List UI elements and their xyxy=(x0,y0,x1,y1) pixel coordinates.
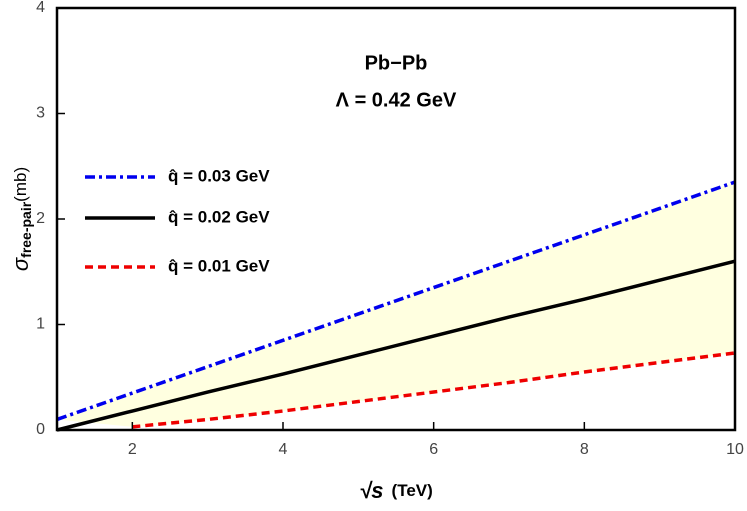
legend-label: q̂ = 0.01 GeV xyxy=(168,256,270,275)
y-label-main: σ xyxy=(8,257,33,271)
x-label-main: √s xyxy=(359,478,383,503)
x-tick-label: 6 xyxy=(429,441,438,458)
annotation: Λ = 0.42 GeV xyxy=(336,89,457,111)
x-tick-label: 2 xyxy=(128,441,137,458)
series-line xyxy=(132,351,736,429)
y-tick-label: 4 xyxy=(36,0,45,16)
y-tick-label: 1 xyxy=(36,316,45,333)
legend-label: q̂ = 0.03 GeV xyxy=(168,166,270,185)
plot-area xyxy=(56,180,736,432)
x-tick-label: 4 xyxy=(279,441,288,458)
y-label-unit: (mb) xyxy=(11,167,30,202)
y-tick-label: 3 xyxy=(36,105,45,122)
y-tick-label: 2 xyxy=(36,210,45,227)
y-axis-label: σfree-pair(mb) xyxy=(8,167,34,271)
x-tick-label: 10 xyxy=(726,441,744,458)
legend-label: q̂ = 0.02 GeV xyxy=(168,207,270,226)
y-label-sub: free-pair xyxy=(18,201,34,258)
x-label-unit: (TeV) xyxy=(392,481,433,500)
x-axis-label: √s (TeV) xyxy=(359,478,433,503)
series-line xyxy=(56,180,736,422)
series-line xyxy=(56,259,736,432)
y-tick-label: 0 xyxy=(36,421,45,438)
band xyxy=(57,182,735,427)
annotation: Pb−Pb xyxy=(365,52,428,74)
x-tick-label: 8 xyxy=(580,441,589,458)
